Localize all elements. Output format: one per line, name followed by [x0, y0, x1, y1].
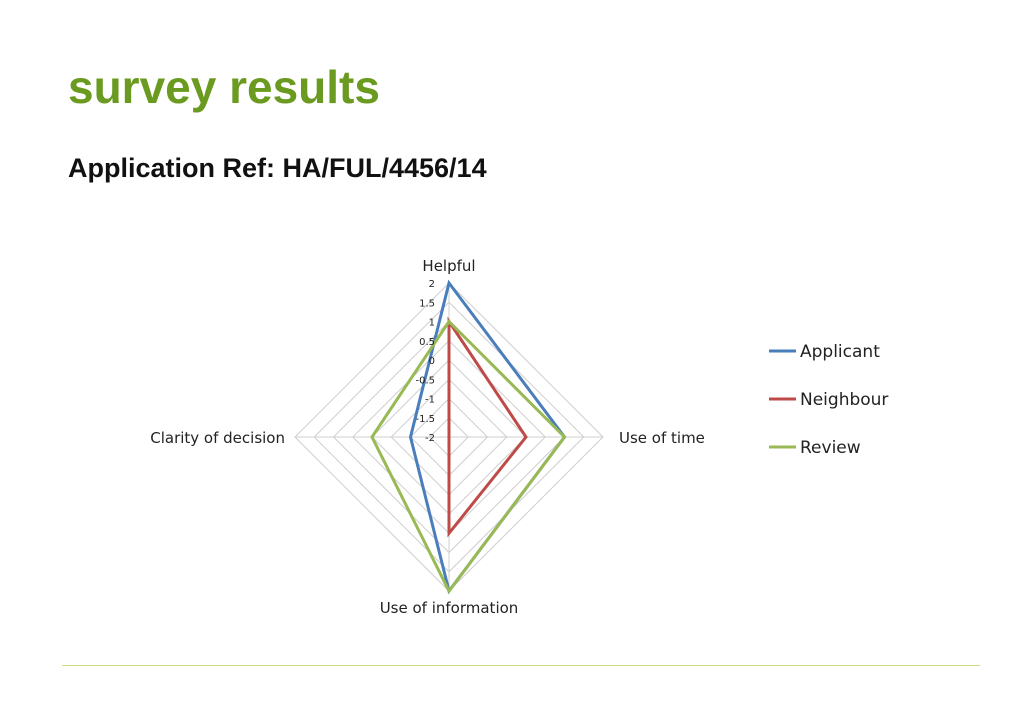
axis-label-clarity-of-decision: Clarity of decision: [150, 429, 285, 447]
axis-label-use-of-time: Use of time: [619, 429, 705, 447]
legend-label-applicant: Applicant: [800, 342, 880, 362]
radial-tick-labels: 2 1.5 1 0.5 0 -0.5 -1 -1.5 -2: [415, 279, 435, 444]
legend-label-review: Review: [800, 438, 861, 458]
radial-tick-label: -0.5: [415, 375, 435, 386]
application-ref-subtitle: Application Ref: HA/FUL/4456/14: [68, 153, 487, 183]
slide-title: survey results: [68, 61, 380, 113]
series-neighbour: [447, 316, 528, 538]
radar-series: [370, 279, 567, 595]
footer-divider: [62, 665, 980, 666]
radial-tick-label: 0: [429, 356, 435, 367]
radial-tick-label: 1.5: [419, 298, 435, 309]
legend-label-neighbour: Neighbour: [800, 390, 888, 410]
axis-label-use-of-information: Use of information: [380, 599, 519, 617]
radial-tick-label: -1.5: [415, 414, 435, 425]
radial-tick-label: -1: [425, 395, 435, 406]
radial-tick-label: 0.5: [419, 337, 435, 348]
radial-tick-label: -2: [425, 433, 435, 444]
axis-label-helpful: Helpful: [422, 257, 475, 275]
series-review: [370, 319, 567, 594]
radial-tick-label: 2: [429, 279, 435, 290]
axis-labels: Helpful Use of time Use of information Clar…: [150, 257, 705, 617]
radial-tick-label: 1: [429, 318, 435, 329]
chart-legend: Applicant Neighbour Review: [769, 342, 888, 458]
